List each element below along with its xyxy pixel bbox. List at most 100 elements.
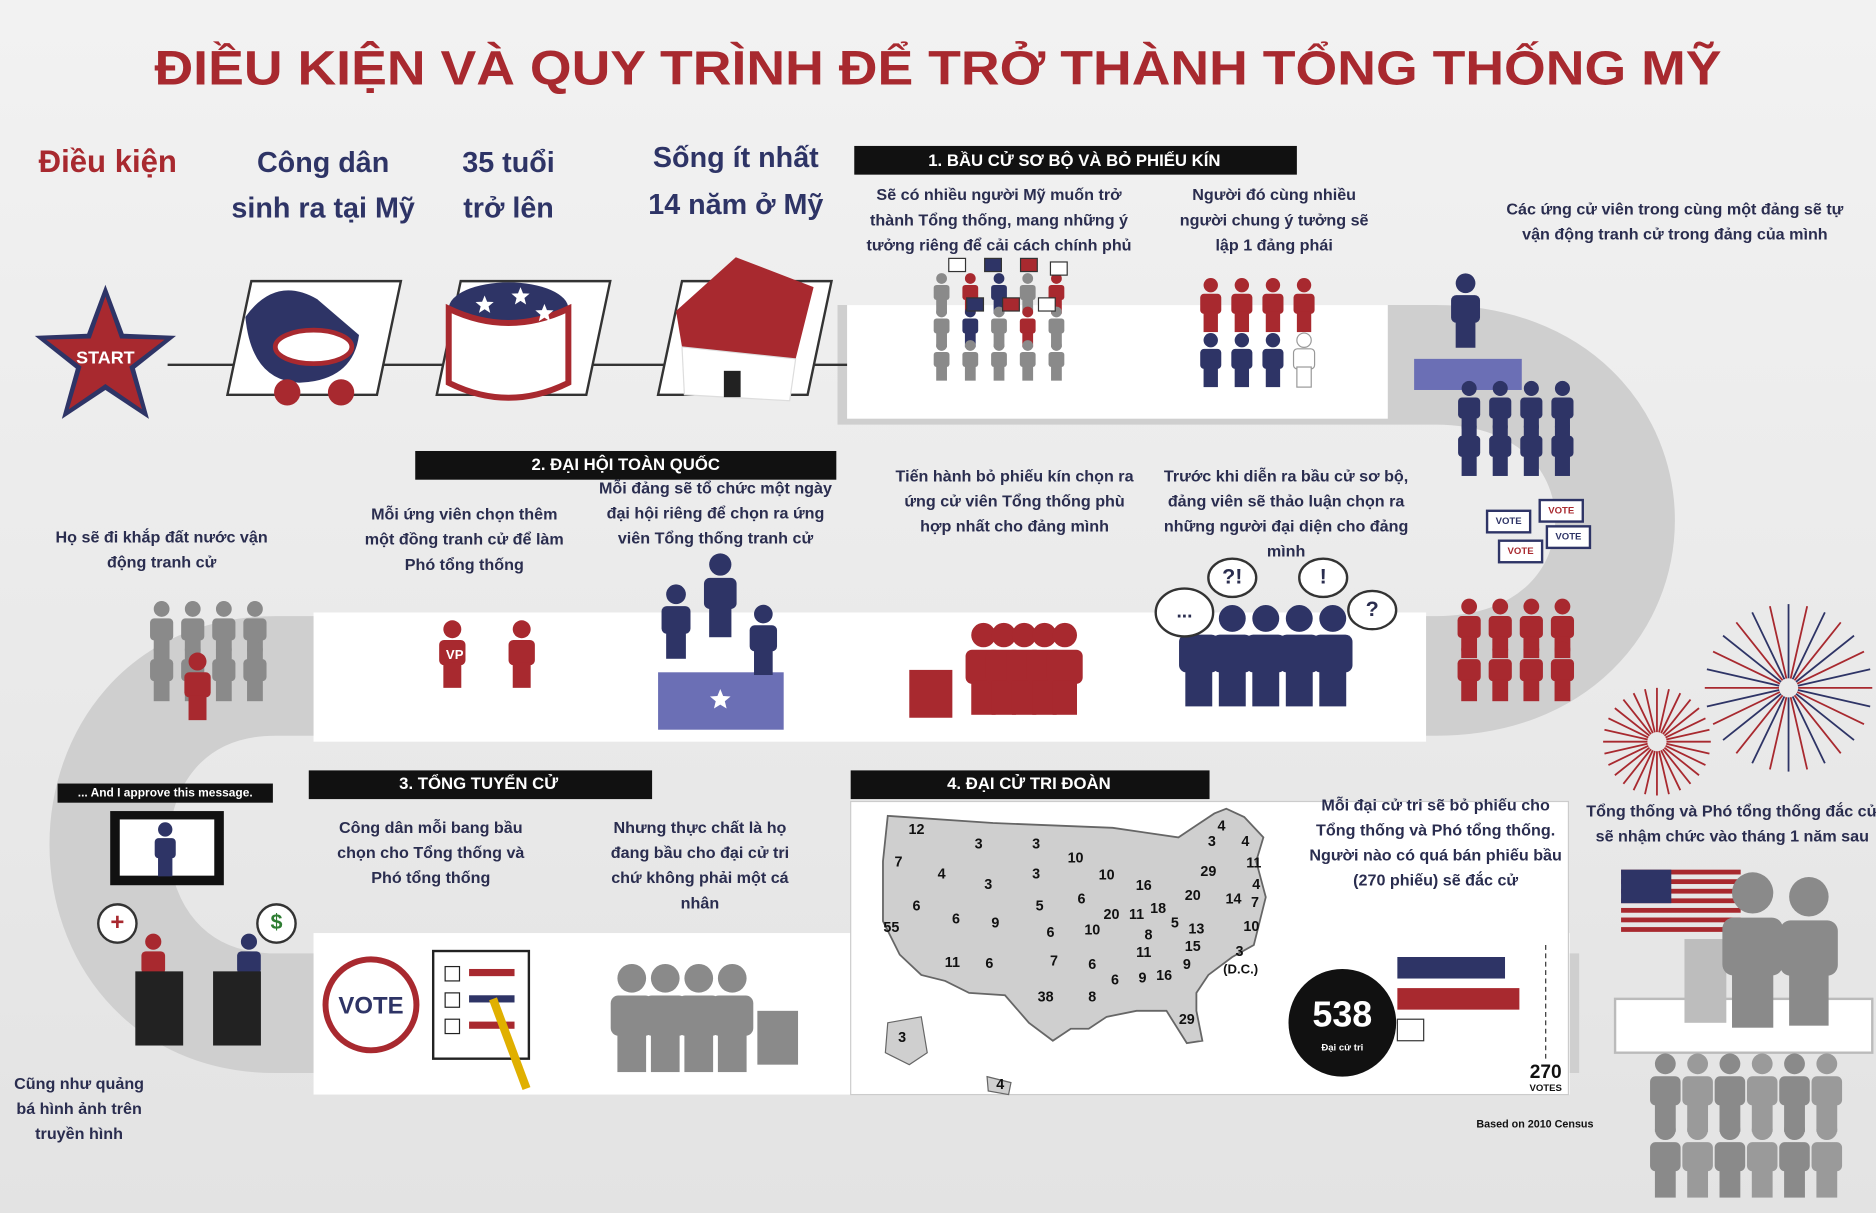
legs (1461, 679, 1478, 702)
person-icon (1019, 306, 1036, 348)
body (644, 995, 687, 1036)
head (1234, 278, 1250, 293)
person-icon (1551, 419, 1574, 476)
bubble (1207, 557, 1258, 599)
body (1179, 634, 1219, 673)
icons-badge: VOTE (338, 993, 403, 1020)
body (610, 995, 653, 1036)
person-icon (1779, 876, 1838, 1026)
state-votes: 6 (1046, 925, 1054, 941)
person-icon (1550, 598, 1575, 659)
icons-bubbles: ... (1176, 602, 1192, 623)
head (1461, 419, 1477, 435)
bar-navy (1397, 957, 1506, 979)
head (1492, 641, 1509, 658)
firework-ray (1658, 750, 1670, 795)
body (991, 284, 1007, 301)
body (1048, 318, 1065, 334)
legs (1687, 1168, 1709, 1198)
body (1279, 634, 1320, 673)
head (1751, 1053, 1773, 1075)
text-line: mình (1267, 543, 1306, 561)
body (1019, 351, 1036, 368)
legs (1732, 969, 1774, 1028)
person-icon (711, 963, 754, 1073)
text-block: Công dân sinh ra tại Mỹ (231, 146, 414, 223)
state-votes: 3 (975, 836, 983, 852)
head (1554, 419, 1570, 435)
body (1746, 1076, 1778, 1106)
head (1751, 1119, 1773, 1141)
legs (1022, 365, 1034, 381)
body (212, 618, 236, 641)
text-block: Nhưng thực chất là họ đang bầu cho đại cử… (611, 819, 789, 912)
firework-ray (1666, 742, 1710, 755)
firework-ray (1622, 699, 1652, 735)
head (247, 601, 263, 617)
body (1520, 435, 1543, 457)
head (1022, 273, 1034, 284)
head (1461, 598, 1478, 615)
head (936, 306, 947, 318)
legs (1051, 365, 1062, 381)
legs (1455, 320, 1476, 348)
body (677, 995, 720, 1036)
person-icon (1313, 605, 1353, 707)
person-icon (1520, 419, 1543, 476)
head (1687, 1053, 1709, 1075)
flag-stripe (1621, 927, 1741, 932)
head (1523, 598, 1540, 615)
head (1011, 622, 1037, 648)
head (666, 584, 686, 605)
person-icon (439, 620, 466, 688)
head (240, 933, 258, 950)
vote-sign (1545, 525, 1592, 550)
legs (1461, 454, 1477, 476)
head (1784, 1053, 1805, 1075)
person-icon (1489, 419, 1512, 476)
state-votes: 6 (952, 912, 960, 928)
legs (1554, 679, 1571, 702)
text-line: Nhưng thực chất là họ (613, 819, 786, 837)
person-icon (1519, 641, 1543, 702)
legs (754, 648, 773, 676)
body (1550, 659, 1575, 682)
body (154, 838, 176, 859)
body (1262, 293, 1284, 314)
cake-star (475, 295, 494, 313)
body (1048, 351, 1065, 368)
head (1732, 872, 1774, 914)
body (1451, 295, 1481, 323)
state-votes: 3 (1032, 836, 1040, 852)
legs (709, 606, 732, 638)
text-line: Sẽ có nhiều người Mỹ muốn trở (876, 186, 1122, 204)
head (1492, 419, 1508, 435)
body (1489, 435, 1512, 457)
person-icon (703, 553, 737, 638)
legs (1523, 454, 1539, 476)
firework-ray (1791, 612, 1826, 680)
us-map (882, 807, 1267, 1045)
body (991, 318, 1007, 334)
head (188, 652, 207, 671)
bubble (256, 903, 297, 944)
body (1488, 616, 1512, 639)
head (971, 622, 996, 648)
body (749, 625, 778, 652)
text-line: (270 phiếu) sẽ đắc cử (1353, 871, 1518, 890)
firework-ray (1793, 621, 1842, 681)
icons-tv_caption: ... And I approve this message. (78, 785, 253, 799)
state-votes: 3 (898, 1030, 906, 1046)
body (1019, 318, 1036, 334)
person-icon (677, 963, 720, 1073)
firework-ray (1662, 748, 1692, 785)
head (617, 963, 647, 993)
legs (1296, 366, 1312, 388)
firework-ray (1797, 668, 1871, 687)
text-line: bá hình ảnh trên (16, 1100, 141, 1118)
electoral-total: 538 (1312, 994, 1372, 1034)
text-line: tưởng riêng để cải cách chính phủ (866, 237, 1131, 255)
pencil (489, 997, 531, 1091)
wheel (327, 379, 355, 406)
